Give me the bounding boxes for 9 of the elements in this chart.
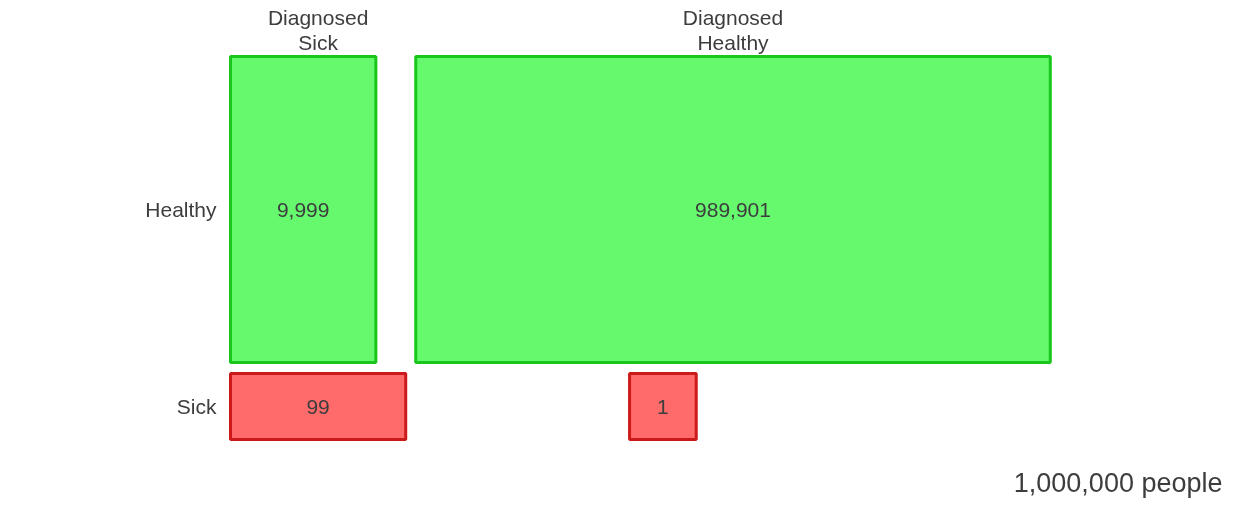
text: 1,000,000 people xyxy=(1013,467,1223,498)
series-label: Sick xyxy=(176,395,217,418)
category-label: Diagnosed Healthy xyxy=(682,6,784,55)
series-label: Healthy xyxy=(145,198,217,221)
data-label: 99 xyxy=(306,394,330,418)
category-label: Diagnosed Sick xyxy=(267,6,369,55)
data-label: 989,901 xyxy=(695,197,771,221)
data-label: 9,999 xyxy=(276,197,330,221)
data-label: 1 xyxy=(657,394,669,418)
